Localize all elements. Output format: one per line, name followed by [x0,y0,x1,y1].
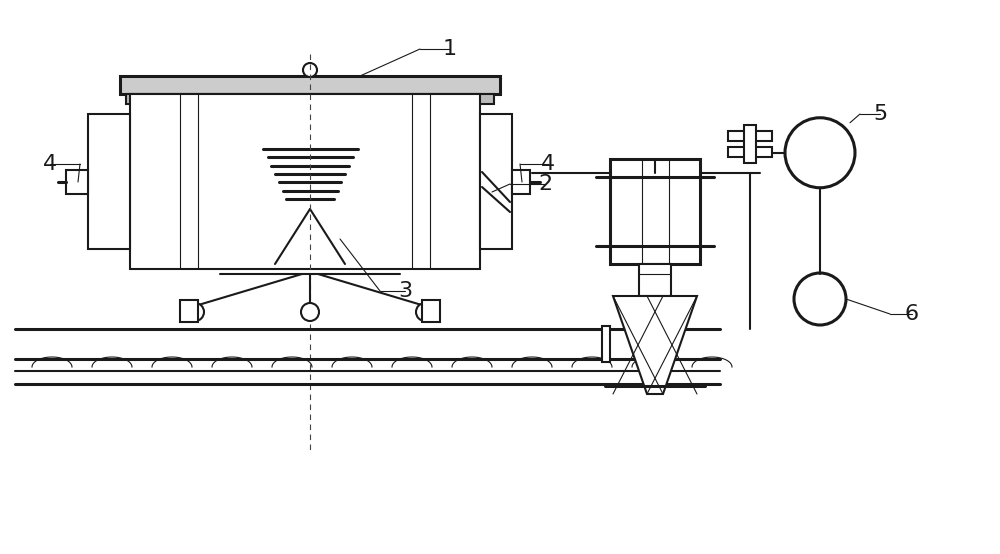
Text: 5: 5 [873,104,887,124]
Bar [66,170,88,194]
Bar [610,159,700,264]
Bar [639,264,671,296]
Circle shape [186,303,204,321]
Text: 3: 3 [398,281,412,301]
Bar [728,147,772,157]
Bar [120,76,500,94]
Bar [480,114,512,249]
Text: 1: 1 [443,39,457,59]
Polygon shape [613,296,697,394]
Text: 4: 4 [541,154,555,174]
Bar [88,114,130,249]
Bar [422,300,440,322]
Bar [130,94,480,269]
Bar [126,94,494,104]
Bar [180,300,198,322]
Circle shape [416,303,434,321]
Text: 6: 6 [905,304,919,324]
Bar [602,326,610,362]
Text: 4: 4 [43,154,57,174]
Bar [512,170,530,194]
Circle shape [301,303,319,321]
Circle shape [785,118,855,188]
Bar [744,125,756,163]
Text: 2: 2 [538,174,552,194]
Circle shape [303,63,317,77]
Circle shape [794,273,846,325]
Bar [728,131,772,141]
